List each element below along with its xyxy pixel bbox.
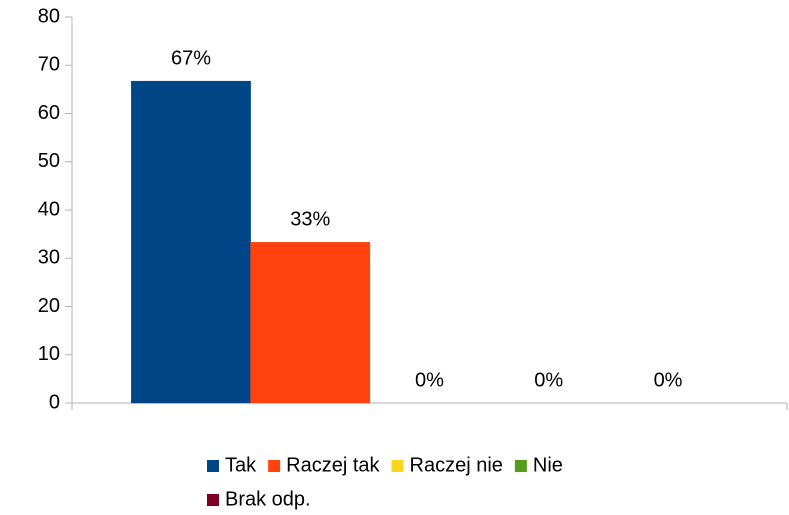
y-tick-label: 30 xyxy=(38,247,60,269)
y-tick-label: 50 xyxy=(38,150,60,172)
data-label: 0% xyxy=(534,369,563,391)
legend-label: Tak xyxy=(225,454,257,476)
legend-swatch xyxy=(391,460,404,472)
legend-swatch xyxy=(207,494,219,506)
y-tick-label: 0 xyxy=(49,391,60,413)
legend-label: Nie xyxy=(533,454,563,476)
y-tick-label: 10 xyxy=(38,343,60,365)
legend-swatch xyxy=(268,460,281,472)
bar xyxy=(131,80,251,404)
legend-label: Raczej tak xyxy=(286,454,380,476)
y-tick-label: 20 xyxy=(38,295,60,317)
legend-swatch xyxy=(207,460,219,472)
data-label: 0% xyxy=(654,369,683,391)
data-label: 0% xyxy=(415,369,444,391)
y-tick-label: 40 xyxy=(38,198,60,220)
bar xyxy=(250,242,371,404)
data-label: 33% xyxy=(290,209,330,231)
legend-label: Raczej nie xyxy=(410,454,503,476)
y-tick-label: 60 xyxy=(38,102,60,124)
data-label: 67% xyxy=(171,47,211,69)
y-tick-label: 80 xyxy=(38,5,60,27)
legend-label: Brak odp. xyxy=(225,488,311,510)
legend-swatch xyxy=(514,460,527,472)
y-tick-label: 70 xyxy=(38,54,60,76)
